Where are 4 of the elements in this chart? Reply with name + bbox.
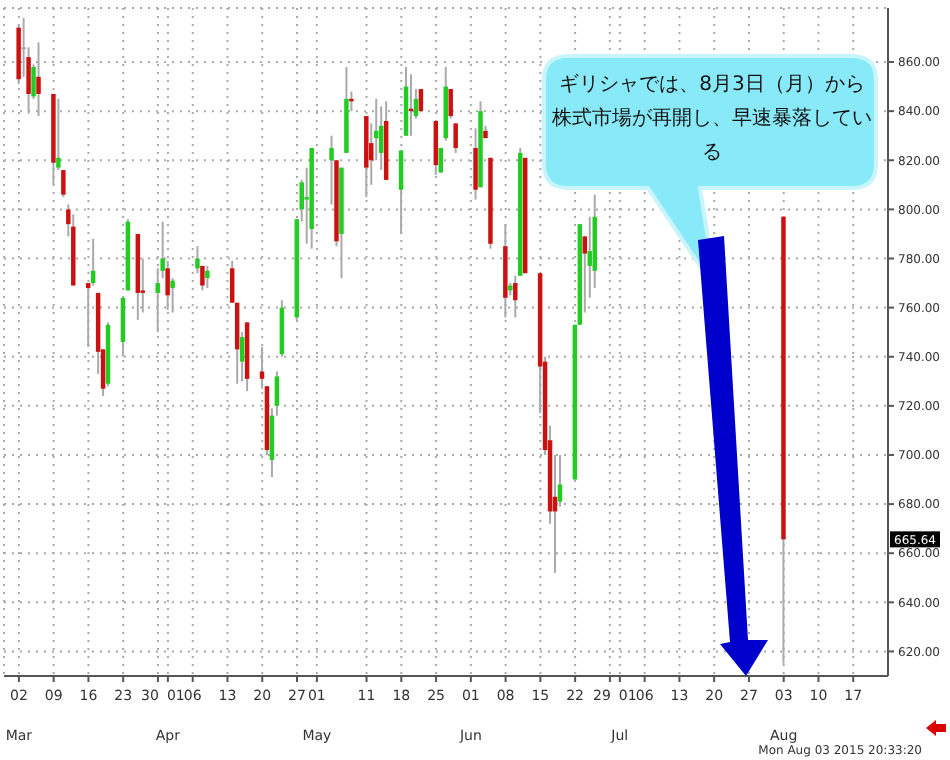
annotation: ギリシャでは、8月3日（月）から株式市場が再開し、早速暴落している bbox=[552, 72, 872, 168]
candlestick bbox=[453, 122, 458, 154]
candlestick bbox=[205, 264, 210, 289]
candlestick bbox=[61, 169, 66, 199]
